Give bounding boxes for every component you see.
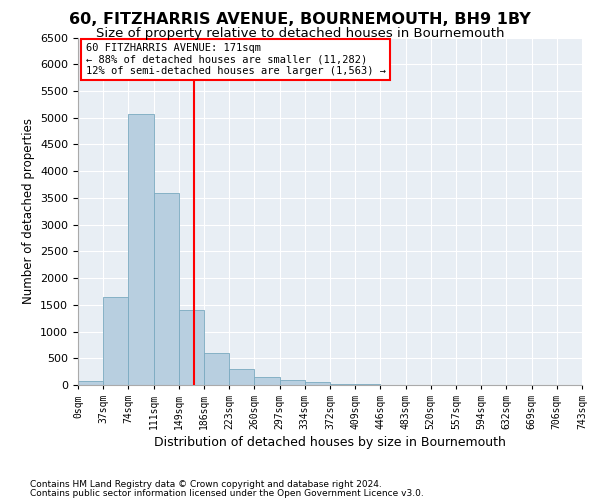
Bar: [280, 380, 305, 385]
Text: 60, FITZHARRIS AVENUE, BOURNEMOUTH, BH9 1BY: 60, FITZHARRIS AVENUE, BOURNEMOUTH, BH9 …: [69, 12, 531, 26]
Bar: [330, 384, 355, 385]
X-axis label: Distribution of detached houses by size in Bournemouth: Distribution of detached houses by size …: [154, 436, 506, 449]
Bar: [78, 381, 103, 385]
Bar: [355, 384, 380, 385]
Text: Contains public sector information licensed under the Open Government Licence v3: Contains public sector information licen…: [30, 489, 424, 498]
Bar: [254, 377, 280, 385]
Bar: [204, 353, 229, 385]
Bar: [305, 382, 330, 385]
Y-axis label: Number of detached properties: Number of detached properties: [22, 118, 35, 304]
Bar: [179, 310, 204, 385]
Text: Contains HM Land Registry data © Crown copyright and database right 2024.: Contains HM Land Registry data © Crown c…: [30, 480, 382, 489]
Text: 60 FITZHARRIS AVENUE: 171sqm
← 88% of detached houses are smaller (11,282)
12% o: 60 FITZHARRIS AVENUE: 171sqm ← 88% of de…: [86, 42, 386, 76]
Bar: [229, 369, 254, 385]
Bar: [128, 114, 154, 385]
Text: Size of property relative to detached houses in Bournemouth: Size of property relative to detached ho…: [96, 28, 504, 40]
Bar: [154, 192, 179, 385]
Bar: [103, 297, 128, 385]
